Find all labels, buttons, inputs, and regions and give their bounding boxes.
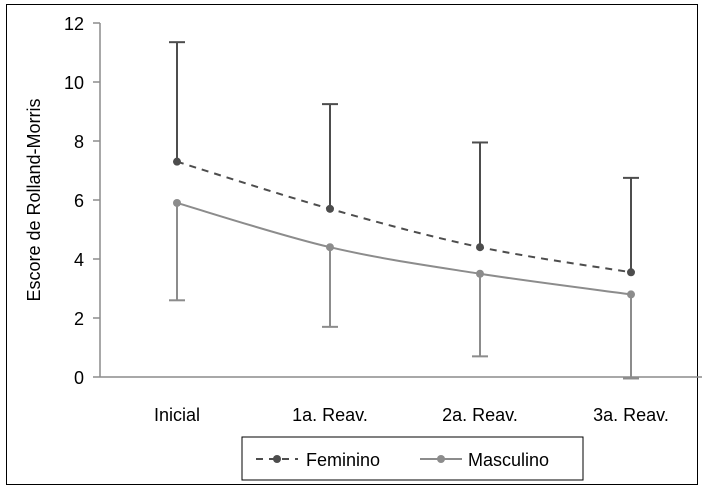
data-point [476,269,484,278]
y-tick-label: 6 [74,191,84,211]
legend-item-masculino: Masculino [420,450,549,470]
y-tick-label: 2 [74,309,84,329]
y-tick-label: 12 [64,14,84,34]
legend-marker [273,455,281,463]
legend-label: Feminino [306,450,380,470]
legend-items: Feminino Masculino [256,450,549,470]
y-tick-group: 0 2 4 6 8 10 12 [64,14,100,388]
data-point [627,290,635,299]
y-tick-label: 0 [74,368,84,388]
series-masculino [169,198,639,380]
legend-marker [437,455,445,463]
y-axis-title: Escore de Rolland-Morris [24,98,44,301]
data-point [627,268,635,277]
y-tick-label: 8 [74,132,84,152]
legend-label: Masculino [468,450,549,470]
x-tick-label: 1a. Reav. [292,405,368,425]
x-tick-label: 3a. Reav. [593,405,669,425]
legend-box [241,436,584,481]
data-point [476,243,484,252]
legend-item-feminino: Feminino [256,450,380,470]
series-line [176,160,632,274]
legend: Feminino Masculino [241,436,584,481]
series-line [176,201,632,296]
y-tick-label: 4 [74,250,84,270]
data-point [173,157,181,166]
y-tick-label: 10 [64,73,84,93]
x-tick-label: 2a. Reav. [442,405,518,425]
x-tick-label: Inicial [154,405,200,425]
chart-frame [6,4,698,485]
data-point [173,198,181,207]
data-point [326,204,334,213]
data-point [326,243,334,252]
x-tick-group: Inicial 1a. Reav. 2a. Reav. 3a. Reav. [154,405,669,425]
series-group [169,41,639,380]
series-feminino [169,41,639,277]
